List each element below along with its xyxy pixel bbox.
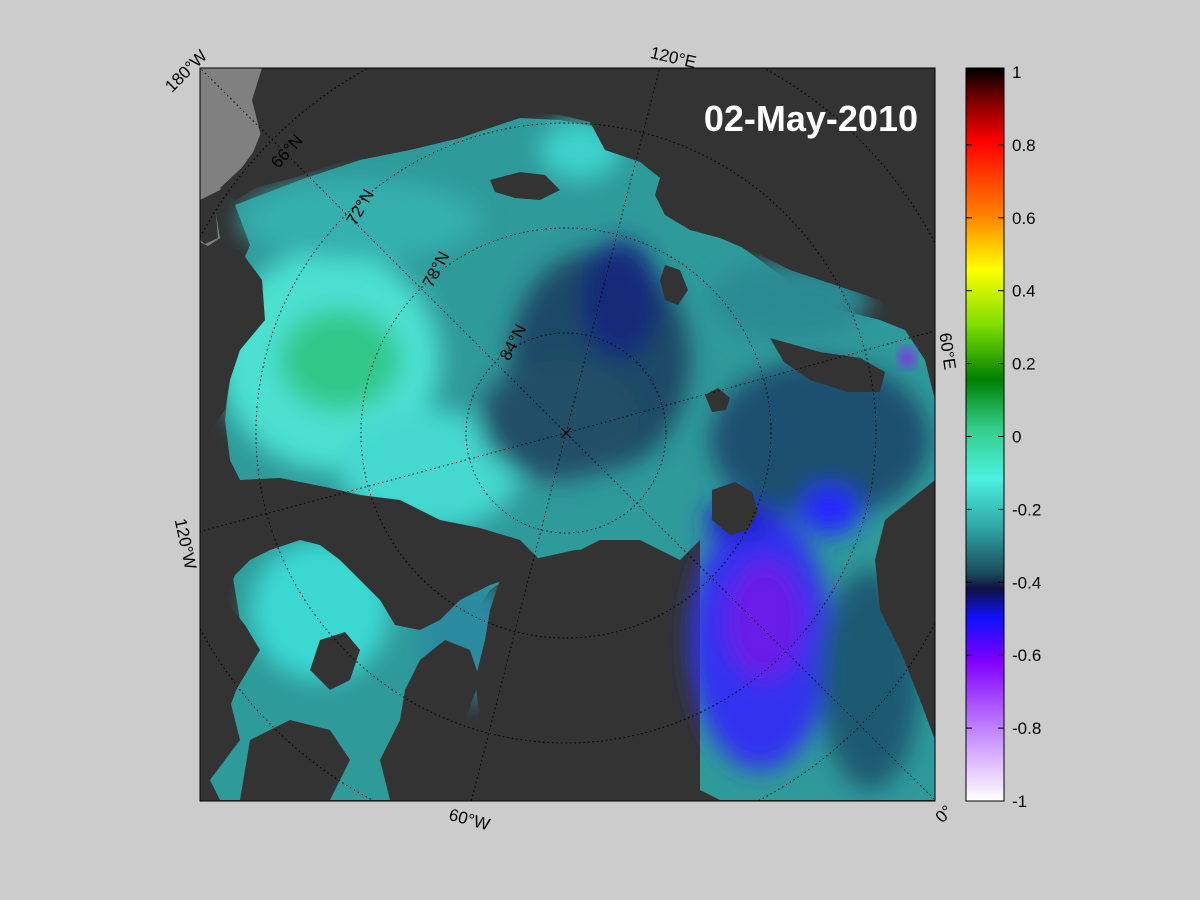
colorbar-tick-label: 0.8 xyxy=(1012,136,1036,155)
north-pole-marker xyxy=(560,427,572,439)
colorbar-tick-label: 0 xyxy=(1012,428,1021,447)
map-panel xyxy=(200,68,935,801)
colorbar-tick-label: -0.8 xyxy=(1012,719,1041,738)
longitude-label-60e: 60°E xyxy=(935,332,959,371)
colorbar-tick-label: -0.2 xyxy=(1012,500,1041,519)
land-masses xyxy=(200,68,935,800)
graticule xyxy=(200,68,935,801)
longitude-label-60w: 60°W xyxy=(447,805,492,834)
colorbar-gradient xyxy=(965,67,1005,802)
colorbar-tick-label: 1 xyxy=(1012,63,1021,82)
map-frame xyxy=(199,67,936,802)
colorbar-tick-label: -0.4 xyxy=(1012,573,1041,592)
unobserved-land xyxy=(200,68,262,200)
date-label: 02-May-2010 xyxy=(704,98,918,139)
colorbar-tick-label: 0.4 xyxy=(1012,282,1036,301)
colorbar: 1 0.8 0.6 0.4 0.2 0 -0.2 -0.4 -0.6 -0.8 -1 xyxy=(965,63,1041,811)
colorbar-tick-label: 0.6 xyxy=(1012,209,1036,228)
colorbar-tick-label: 0.2 xyxy=(1012,355,1036,374)
longitude-label-120w: 120°W xyxy=(171,517,200,571)
colorbar-tick-label: -0.6 xyxy=(1012,646,1041,665)
longitude-label-0: 0° xyxy=(932,802,957,827)
colorbar-tick-label: -1 xyxy=(1012,792,1027,811)
